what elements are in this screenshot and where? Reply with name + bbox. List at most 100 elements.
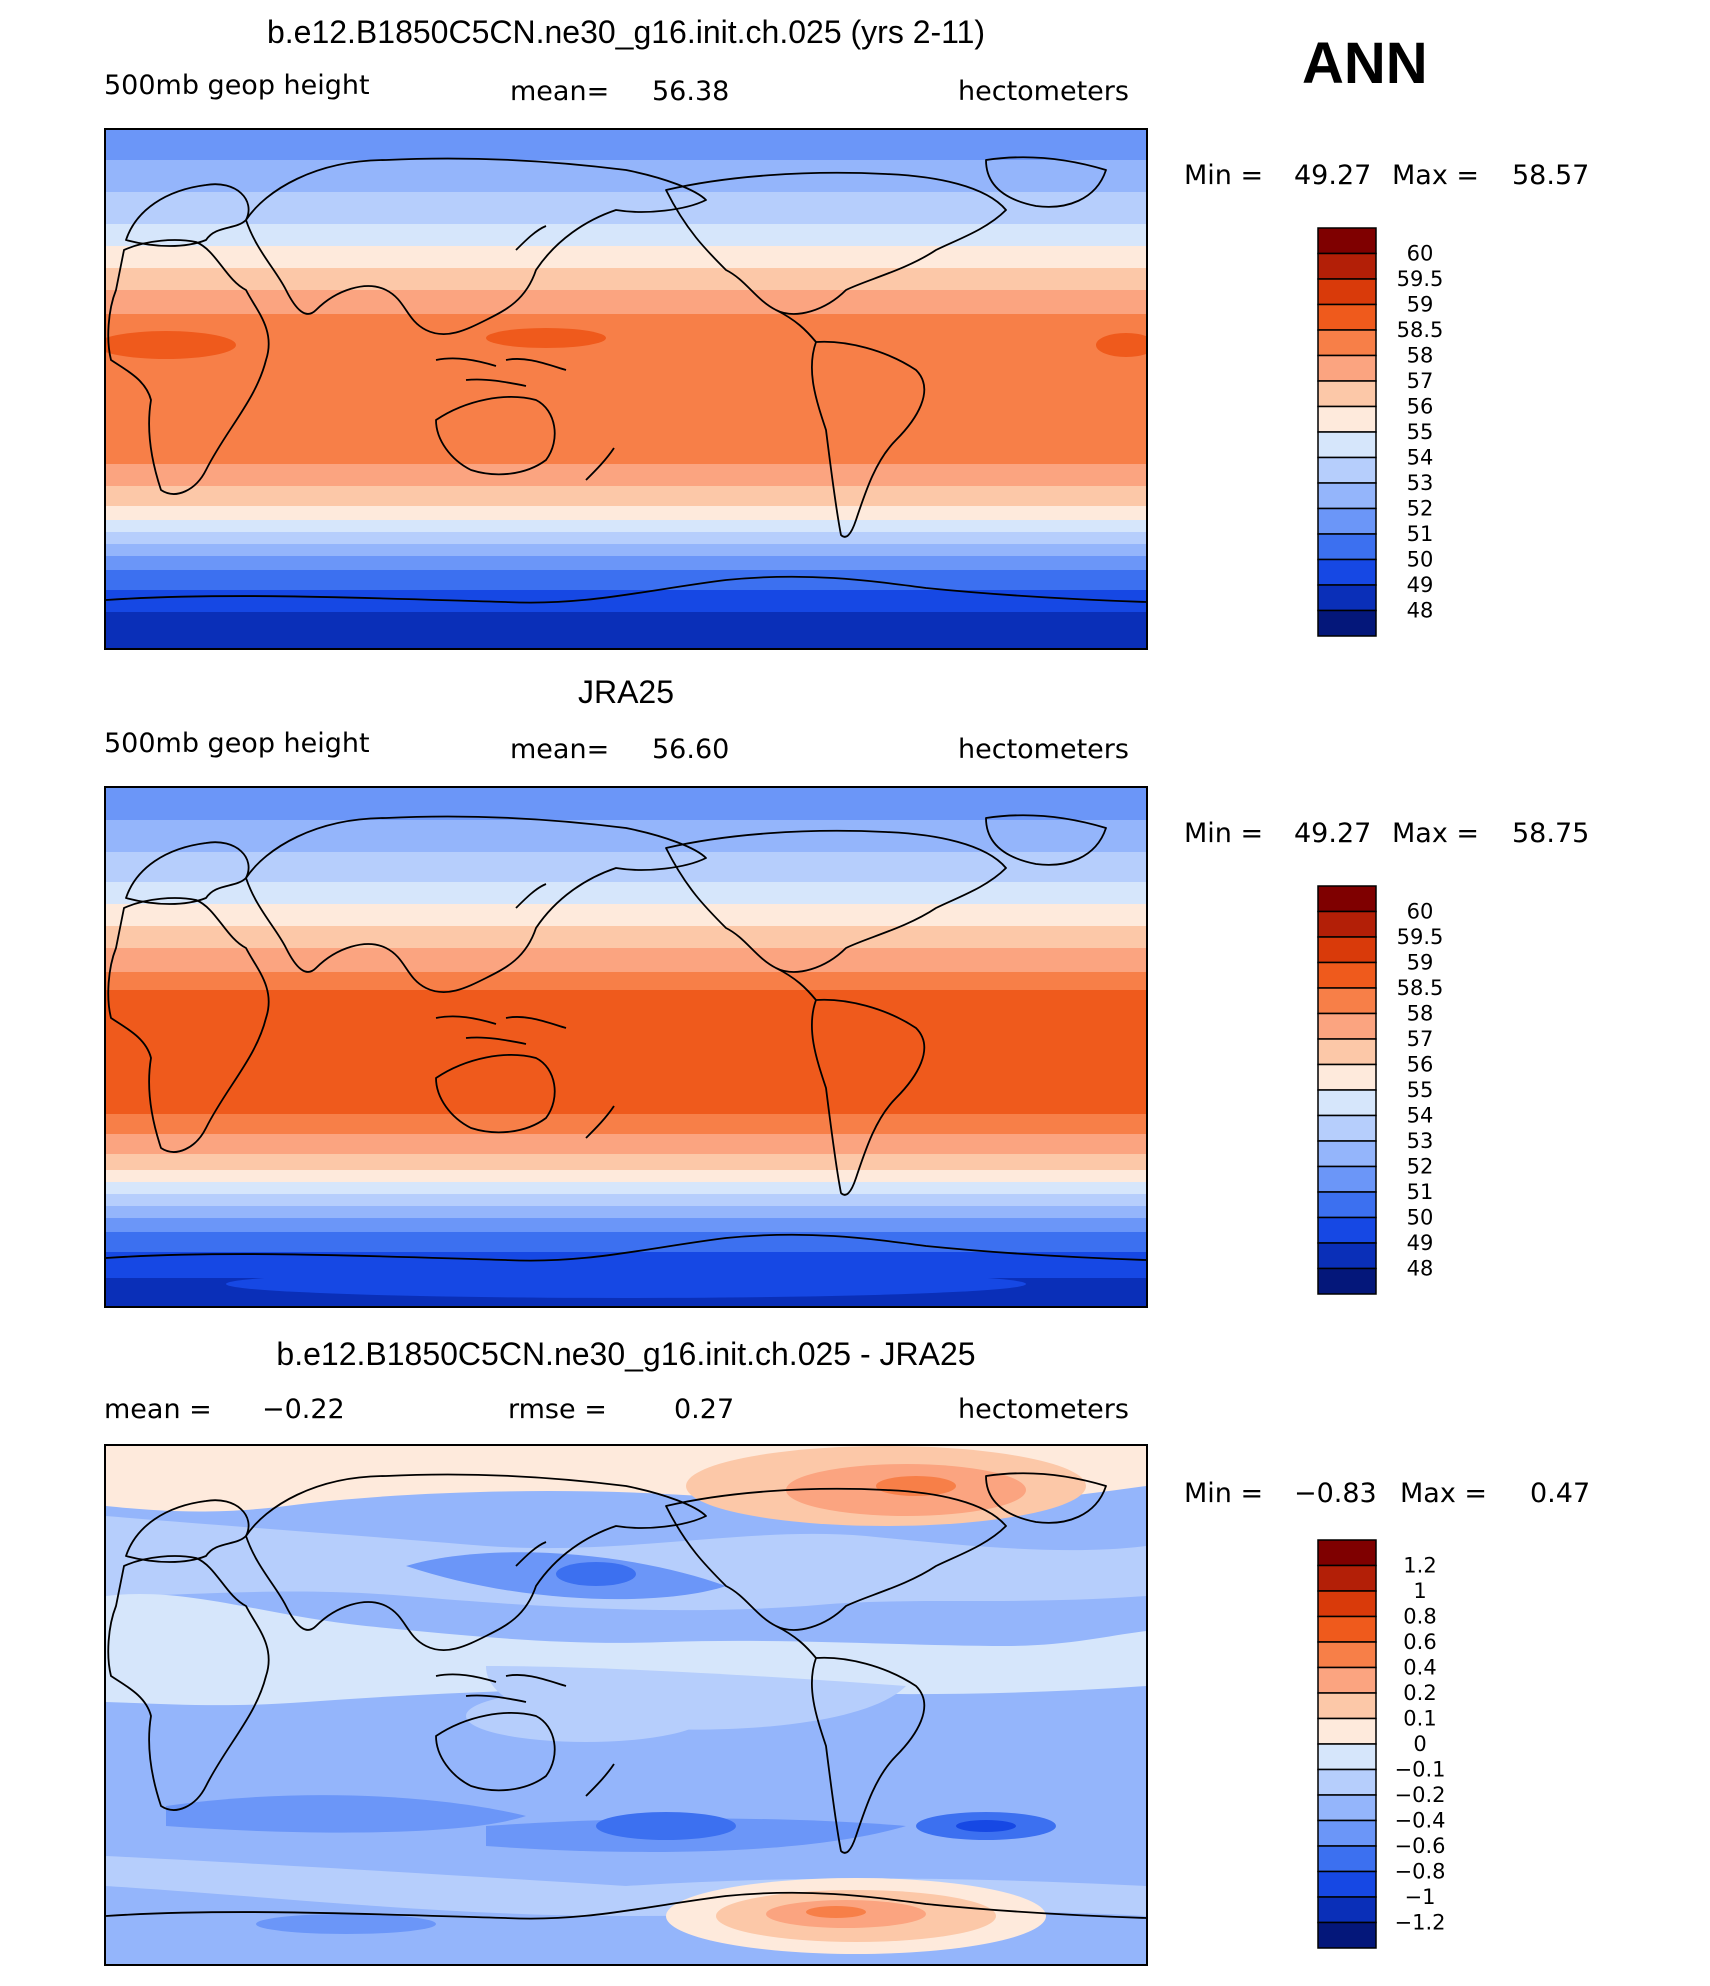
colorbar-tick-label: 53 xyxy=(1407,471,1434,495)
colorbar-box xyxy=(1317,1564,1377,1592)
colorbar-tick-label: 48 xyxy=(1407,599,1434,623)
colorbar-box xyxy=(1317,456,1377,484)
colorbar-tick-label: 52 xyxy=(1407,1155,1434,1179)
panel3-map xyxy=(104,1444,1148,1966)
band xyxy=(106,1134,1146,1154)
panel2-units: hectometers xyxy=(958,734,1129,765)
colorbar-box xyxy=(1317,1267,1377,1295)
colorbar-tick-label: −0.2 xyxy=(1395,1783,1446,1807)
colorbar-tick-label: 49 xyxy=(1407,573,1434,597)
colorbar-tick-label: 56 xyxy=(1407,395,1434,419)
colorbar-tick-label: 49 xyxy=(1407,1231,1434,1255)
panel1-max-label: Max = xyxy=(1392,160,1480,191)
colorbar-tick-label: 58.5 xyxy=(1397,318,1444,342)
panel2-max-label: Max = xyxy=(1392,818,1480,849)
panel2-map-svg xyxy=(106,788,1146,1306)
band xyxy=(256,1914,436,1934)
panel3-title: b.e12.B1850C5CN.ne30_g16.init.ch.025 - J… xyxy=(276,1336,976,1372)
panel3-max-label: Max = xyxy=(1400,1478,1488,1509)
panel2-contour-bands xyxy=(106,788,1146,1306)
panel1-title: b.e12.B1850C5CN.ne30_g16.init.ch.025 (yr… xyxy=(266,14,986,50)
colorbar-tick-label: 1 xyxy=(1413,1579,1426,1603)
colorbar-tick-label: 50 xyxy=(1407,548,1434,572)
colorbar-box xyxy=(1317,1896,1377,1924)
band xyxy=(106,1114,1146,1134)
colorbar-box xyxy=(1317,303,1377,331)
band xyxy=(106,990,1146,1114)
colorbar-box xyxy=(1317,1089,1377,1117)
colorbar-tick-label: 0.1 xyxy=(1403,1707,1436,1731)
band xyxy=(106,1182,1146,1194)
panel3-mean-value: −0.22 xyxy=(262,1394,345,1425)
band xyxy=(806,1906,866,1918)
colorbar-box xyxy=(1317,1216,1377,1244)
panel3-map-svg xyxy=(106,1446,1146,1964)
band xyxy=(106,192,1146,224)
colorbar-box xyxy=(1317,584,1377,612)
band xyxy=(106,331,236,359)
band xyxy=(106,314,1146,464)
season-label: ANN xyxy=(1302,31,1428,96)
colorbar-tick-label: 56 xyxy=(1407,1053,1434,1077)
panel1-mean-value: 56.38 xyxy=(652,76,730,107)
panel2-min-value: 49.27 xyxy=(1294,818,1372,849)
band xyxy=(106,1593,1146,1706)
band xyxy=(106,1232,1146,1252)
panel1-variable: 500mb geop height xyxy=(104,70,370,101)
colorbar-box xyxy=(1317,987,1377,1015)
colorbar-box xyxy=(1317,278,1377,306)
colorbar-box xyxy=(1317,1794,1377,1822)
panel2-variable: 500mb geop height xyxy=(104,728,370,759)
colorbar-box xyxy=(1317,1615,1377,1643)
colorbar-box xyxy=(1317,507,1377,535)
colorbar-box xyxy=(1317,431,1377,459)
colorbar-box xyxy=(1317,1870,1377,1898)
panel3-rmse-value: 0.27 xyxy=(674,1394,735,1425)
colorbar-box xyxy=(1317,227,1377,255)
panel2-mean-label: mean= xyxy=(510,734,610,765)
panel1-units: hectometers xyxy=(958,76,1129,107)
colorbar-box xyxy=(1317,1666,1377,1694)
colorbar-box xyxy=(1317,354,1377,382)
colorbar-tick-label: −0.4 xyxy=(1395,1809,1446,1833)
colorbar-tick-label: 59.5 xyxy=(1397,267,1444,291)
colorbar-tick-label: 58.5 xyxy=(1397,976,1444,1000)
band xyxy=(466,1690,706,1742)
colorbar-box xyxy=(1317,1921,1377,1949)
band xyxy=(106,544,1146,556)
colorbar-tick-label: 57 xyxy=(1407,369,1434,393)
band xyxy=(106,904,1146,926)
colorbar-tick-label: 1.2 xyxy=(1403,1554,1436,1578)
colorbar-tick-label: 0 xyxy=(1413,1732,1426,1756)
panel3-contour-bands xyxy=(106,1446,1146,1964)
band xyxy=(486,328,606,348)
colorbar-box xyxy=(1317,1845,1377,1873)
colorbar-box xyxy=(1317,252,1377,280)
colorbar-box xyxy=(1317,1165,1377,1193)
band xyxy=(106,246,1146,268)
band xyxy=(226,1270,1026,1298)
colorbar-box xyxy=(1317,1012,1377,1040)
colorbar-tick-label: 55 xyxy=(1407,420,1434,444)
colorbar-box xyxy=(1317,1819,1377,1847)
panel3-mean-label: mean = xyxy=(104,1394,212,1425)
colorbar-box xyxy=(1317,533,1377,561)
colorbar-box xyxy=(1317,1641,1377,1669)
colorbar-tick-label: 59 xyxy=(1407,293,1434,317)
colorbar-box xyxy=(1317,1717,1377,1745)
colorbar-box xyxy=(1317,885,1377,913)
panel3-colorbar: 1.210.80.60.40.20.10−0.1−0.2−0.4−0.6−0.8… xyxy=(1317,1539,1446,1949)
panel3-units: hectometers xyxy=(958,1394,1129,1425)
colorbar-tick-label: 0.4 xyxy=(1403,1656,1436,1680)
colorbar-tick-label: 57 xyxy=(1407,1027,1434,1051)
band xyxy=(106,1218,1146,1232)
colorbar-box xyxy=(1317,961,1377,989)
band xyxy=(106,486,1146,506)
colorbar-tick-label: −0.1 xyxy=(1395,1758,1446,1782)
band xyxy=(106,570,1146,590)
panel2-max-value: 58.75 xyxy=(1512,818,1590,849)
band xyxy=(106,590,1146,612)
colorbar-box xyxy=(1317,910,1377,938)
colorbar-box xyxy=(1317,1590,1377,1618)
